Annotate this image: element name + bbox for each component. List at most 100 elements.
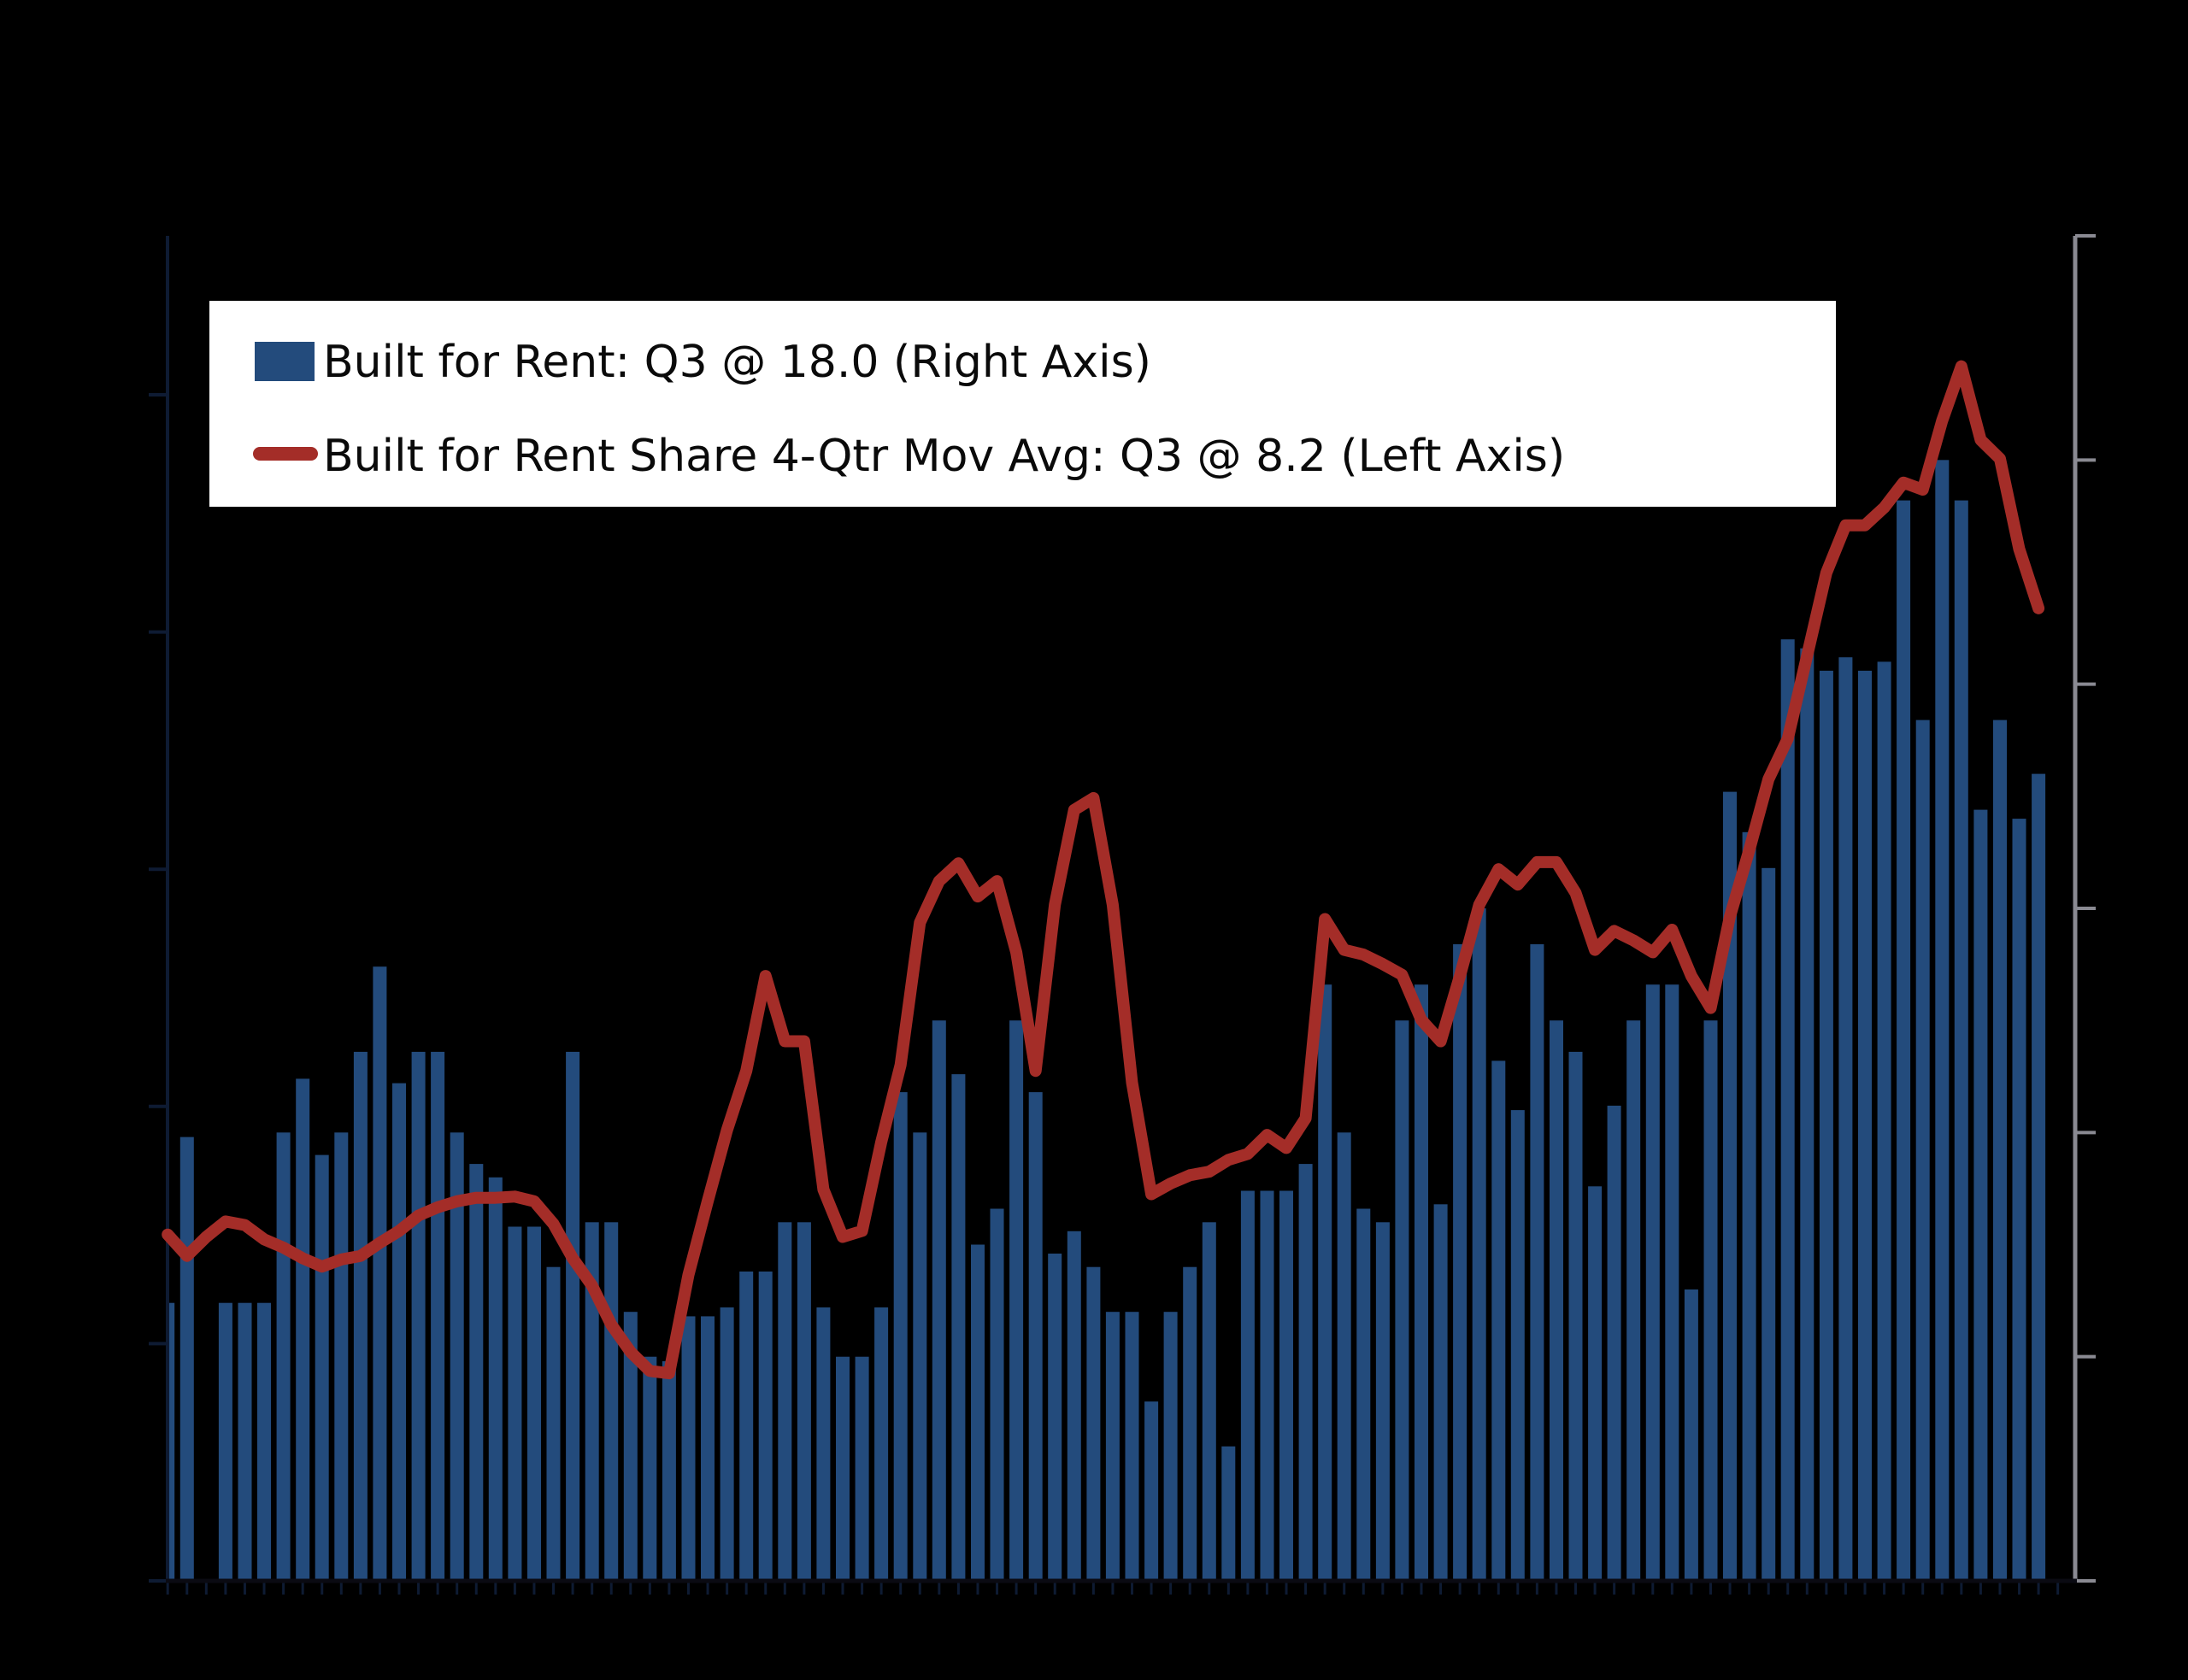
bar [1415, 984, 1428, 1581]
bar [450, 1132, 464, 1581]
bar [913, 1132, 927, 1581]
bar [1491, 1060, 1506, 1581]
bar [1819, 670, 1833, 1581]
bar [1993, 720, 2007, 1581]
bar [1105, 1312, 1120, 1581]
bar [1510, 1110, 1525, 1581]
bar [778, 1222, 792, 1581]
bar [951, 1074, 966, 1581]
bar [1067, 1231, 1081, 1581]
axis-spines [166, 236, 2078, 1583]
bar [758, 1272, 773, 1581]
right-axis-ticks [2075, 234, 2096, 1583]
bar [1568, 1051, 1583, 1581]
bar [1298, 1164, 1313, 1581]
bar [1550, 1020, 1563, 1581]
bar [373, 966, 387, 1581]
bar [1762, 867, 1776, 1581]
bar [797, 1222, 811, 1581]
bar [1144, 1401, 1159, 1581]
bar [1877, 661, 1891, 1581]
bar [816, 1307, 831, 1581]
bar [623, 1312, 638, 1581]
bar [1703, 1020, 1718, 1581]
legend-line-label: Built for Rent Share 4-Qtr Mov Avg: Q3 @… [323, 431, 1565, 482]
bar [1684, 1289, 1698, 1581]
legend-box [209, 301, 1836, 507]
bar [334, 1132, 349, 1581]
bar [1858, 670, 1872, 1581]
bar [546, 1266, 561, 1581]
bar [1530, 944, 1544, 1581]
bar-series-group [168, 460, 2046, 1582]
bar [1433, 1204, 1448, 1581]
bar [1973, 809, 1988, 1581]
bar [469, 1164, 484, 1581]
bar [257, 1302, 271, 1581]
bar [1202, 1222, 1216, 1581]
bar [739, 1272, 754, 1581]
bar [488, 1177, 503, 1581]
bar [1009, 1020, 1024, 1581]
bar [508, 1226, 522, 1581]
bar [1723, 791, 1737, 1581]
bar [1125, 1312, 1139, 1581]
bar [2012, 819, 2026, 1581]
bar [431, 1051, 445, 1581]
bar [990, 1208, 1004, 1581]
bar [1645, 984, 1660, 1581]
bar [1337, 1132, 1351, 1581]
bar [179, 1137, 194, 1581]
bar [681, 1316, 696, 1581]
bar [893, 1092, 908, 1581]
bar [218, 1302, 232, 1581]
bar [1279, 1190, 1293, 1581]
bar [836, 1356, 850, 1581]
bar [1318, 984, 1332, 1581]
bar [720, 1307, 734, 1581]
bar [392, 1083, 406, 1581]
moving-average-line [162, 360, 2045, 1380]
bar [276, 1132, 291, 1581]
left-axis-ticks [149, 392, 168, 1583]
bar [1780, 639, 1795, 1582]
bar [238, 1302, 252, 1581]
legend: Built for Rent: Q3 @ 18.0 (Right Axis) B… [209, 301, 1836, 507]
bar [1260, 1190, 1274, 1581]
legend-bar-swatch [255, 342, 315, 381]
x-axis-ticks [166, 1581, 2060, 1595]
bar [971, 1244, 985, 1581]
bar [1626, 1020, 1641, 1581]
bar [411, 1051, 426, 1581]
legend-line-swatch [253, 447, 318, 461]
bar [874, 1307, 889, 1581]
bar [1048, 1254, 1062, 1581]
bar [1800, 648, 1815, 1582]
legend-bar-label: Built for Rent: Q3 @ 18.0 (Right Axis) [323, 337, 1151, 388]
bar [1838, 657, 1853, 1582]
bar [1472, 908, 1486, 1581]
bar [566, 1051, 580, 1581]
bar [1915, 720, 1930, 1581]
bar [2032, 773, 2046, 1581]
bar [1665, 984, 1679, 1581]
bar [353, 1051, 368, 1581]
bar [662, 1360, 676, 1581]
bar [1240, 1190, 1255, 1581]
bar [1221, 1446, 1236, 1581]
bar [1086, 1266, 1101, 1581]
bar [1954, 500, 1968, 1581]
bar [1742, 831, 1756, 1581]
bar [932, 1020, 946, 1581]
bar [168, 1302, 175, 1581]
bar [585, 1222, 599, 1581]
bar [701, 1316, 715, 1581]
bar [1356, 1208, 1371, 1581]
bar [1375, 1222, 1390, 1581]
bar [643, 1356, 657, 1581]
bar [1395, 1020, 1409, 1581]
bar [855, 1356, 869, 1581]
bar [1588, 1186, 1603, 1581]
bar [1163, 1312, 1178, 1581]
